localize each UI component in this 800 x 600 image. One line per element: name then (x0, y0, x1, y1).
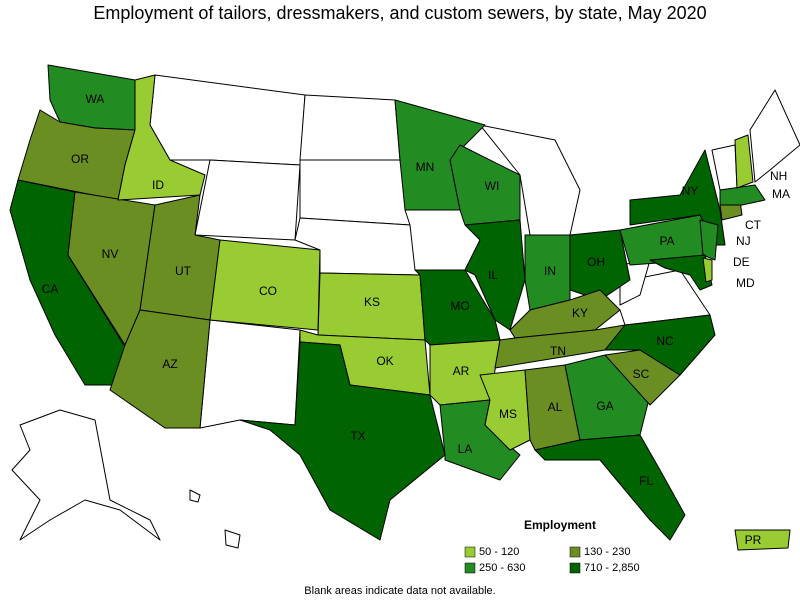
state (534, 434, 686, 541)
state-label: TX (350, 429, 365, 443)
state-label: AR (453, 364, 470, 378)
state-label: OR (71, 152, 89, 166)
state (719, 184, 766, 206)
state-label: IN (544, 264, 556, 278)
state-blank (749, 89, 800, 183)
state-blank (11, 409, 161, 541)
state (629, 149, 726, 246)
state-label: NH (770, 169, 787, 183)
state-label: NV (102, 247, 119, 261)
state-label: ID (152, 178, 164, 192)
state (734, 134, 754, 189)
state-label: PA (659, 234, 674, 248)
state-label: CA (42, 282, 59, 296)
state-blank (299, 159, 411, 226)
state (239, 341, 446, 541)
state-blank (149, 74, 306, 166)
state-blank (711, 144, 738, 191)
state-label: NJ (736, 234, 751, 248)
map-title: Employment of tailors, dressmakers, and … (93, 3, 706, 23)
state (734, 529, 791, 551)
state (699, 219, 719, 261)
state-label: MD (736, 276, 755, 290)
legend-title: Employment (524, 518, 596, 532)
legend-swatch (464, 546, 476, 558)
state-label: AZ (162, 357, 177, 371)
state-blank (194, 159, 301, 241)
legend: Employment 50 - 120 130 - 230 250 - 630 710… (464, 518, 640, 574)
state-label: WI (485, 179, 500, 193)
state (604, 314, 716, 376)
state-label: MN (416, 160, 435, 174)
state-label: NC (656, 334, 674, 348)
state-label: CT (745, 218, 762, 232)
state (464, 219, 526, 331)
state-label: MO (450, 299, 469, 313)
legend-label: 710 - 2,850 (584, 562, 640, 574)
state-blank (299, 94, 401, 161)
state-label: UT (175, 264, 192, 278)
state (649, 254, 713, 291)
state-labels: WA OR CA NV ID UT AZ CO KS OK TX MN MO AR LA WI IL IN OH KY… (42, 92, 790, 547)
legend-swatch (569, 546, 581, 558)
state-label: PR (745, 533, 762, 547)
states (9, 64, 791, 551)
state-label: AL (548, 400, 563, 414)
legend-label: 50 - 120 (479, 546, 519, 558)
legend-label: 250 - 630 (479, 562, 525, 574)
state-label: GA (596, 399, 613, 413)
state (569, 229, 631, 301)
state-label: KS (364, 295, 380, 309)
state-label: LA (458, 442, 473, 456)
state-blank (224, 529, 241, 549)
legend-swatch (569, 562, 581, 574)
legend-swatch (464, 562, 476, 574)
state-blank (199, 319, 301, 429)
state-label: WA (86, 92, 105, 106)
legend-label: 130 - 230 (584, 546, 630, 558)
state-label: NY (682, 184, 699, 198)
state-label: SC (633, 367, 650, 381)
state-label: TN (550, 344, 566, 358)
state-label: OK (376, 354, 393, 368)
state-label: IL (488, 268, 498, 282)
state (702, 257, 713, 283)
state-blank (189, 489, 201, 503)
state-label: CO (259, 284, 277, 298)
state-label: KY (572, 306, 588, 320)
state (117, 74, 206, 201)
state-label: OH (587, 255, 605, 269)
footnote: Blank areas indicate data not available. (304, 585, 495, 597)
state-label: MS (499, 407, 517, 421)
state-label: FL (639, 474, 653, 488)
state-label: DE (733, 255, 750, 269)
state-label: MA (772, 187, 790, 201)
